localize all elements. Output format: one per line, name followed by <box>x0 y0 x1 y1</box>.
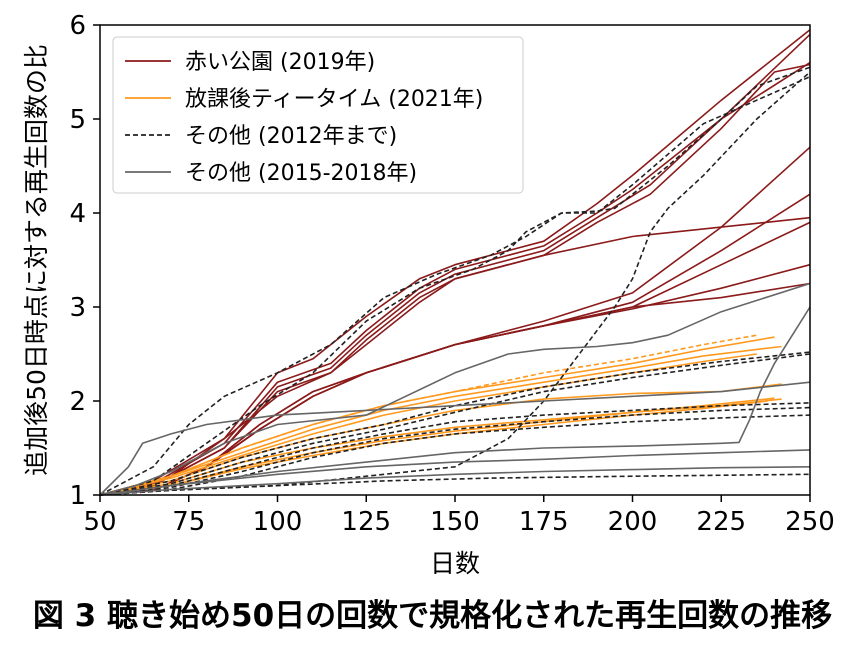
line-chart: 50 75 100 125 150 175 200 225 250 1 2 3 4 5 6 日数 追加後5… <box>22 11 835 578</box>
series-line <box>99 466 811 496</box>
series-line <box>99 345 782 496</box>
y-tick-label: 1 <box>69 481 86 511</box>
series-line <box>99 75 811 496</box>
y-axis-title: 追加後50日時点に対する再生回数の比 <box>22 44 51 476</box>
legend-label: その他 (2015-2018年) <box>185 161 417 186</box>
series-line <box>99 351 811 496</box>
x-tick-label: 200 <box>608 507 658 537</box>
x-axis: 50 75 100 125 150 175 200 225 250 <box>83 495 835 537</box>
x-tick-label: 125 <box>341 507 391 537</box>
series-line <box>99 336 775 496</box>
series-line <box>99 383 782 496</box>
series-line <box>99 406 811 496</box>
x-tick-label: 50 <box>83 507 116 537</box>
x-tick-label: 150 <box>430 507 480 537</box>
x-tick-label: 250 <box>785 507 835 537</box>
series-line <box>99 282 811 496</box>
series-line <box>99 414 811 496</box>
series-line <box>99 334 757 496</box>
legend-box <box>112 36 524 194</box>
y-axis: 1 2 3 4 5 6 <box>69 11 100 511</box>
legend: 赤い公園 (2019年) 放課後ティータイム (2021年) その他 (2012年ま… <box>112 36 524 194</box>
y-tick-label: 2 <box>69 387 86 417</box>
y-tick-label: 4 <box>69 199 86 229</box>
legend-label: 放課後ティータイム (2021年) <box>185 87 483 112</box>
series-line <box>99 402 811 496</box>
series-line <box>99 398 782 496</box>
x-axis-title: 日数 <box>430 549 480 578</box>
x-tick-label: 175 <box>519 507 569 537</box>
x-tick-label: 225 <box>696 507 746 537</box>
y-tick-label: 3 <box>69 293 86 323</box>
legend-label: 赤い公園 (2019年) <box>185 50 375 75</box>
y-tick-label: 5 <box>69 105 86 135</box>
series-lines <box>99 29 811 496</box>
x-tick-label: 75 <box>172 507 205 537</box>
series-line <box>99 71 811 496</box>
series-line <box>99 353 757 496</box>
series-line <box>99 282 811 496</box>
series-line <box>99 63 811 496</box>
series-line <box>99 353 811 496</box>
x-tick-label: 100 <box>253 507 303 537</box>
series-line <box>99 400 768 496</box>
series-line <box>99 473 811 496</box>
legend-label: その他 (2012年まで) <box>185 124 397 149</box>
series-line <box>99 66 811 496</box>
y-tick-label: 6 <box>69 11 86 41</box>
series-line <box>99 306 811 496</box>
series-line <box>99 449 811 496</box>
series-line <box>99 216 811 496</box>
figure-caption: 図 3 聴き始め50日の回数で規格化された再生回数の推移 <box>32 598 833 634</box>
series-line <box>99 381 811 496</box>
